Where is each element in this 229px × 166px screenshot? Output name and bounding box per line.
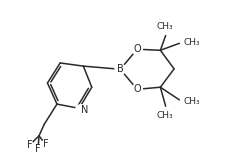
Circle shape xyxy=(26,141,33,149)
Circle shape xyxy=(114,64,125,75)
Text: CH₃: CH₃ xyxy=(155,111,172,120)
Circle shape xyxy=(75,105,86,115)
Text: O: O xyxy=(133,44,140,54)
Text: N: N xyxy=(80,105,88,115)
Text: B: B xyxy=(116,64,123,74)
Text: CH₃: CH₃ xyxy=(183,97,199,107)
Text: CH₃: CH₃ xyxy=(183,38,199,47)
Circle shape xyxy=(131,84,142,95)
Text: F: F xyxy=(35,144,41,155)
Text: O: O xyxy=(133,84,140,94)
Text: F: F xyxy=(42,139,48,149)
Text: F: F xyxy=(27,140,32,150)
Circle shape xyxy=(131,44,142,54)
Text: CH₃: CH₃ xyxy=(155,22,172,31)
Circle shape xyxy=(41,140,49,148)
Circle shape xyxy=(34,146,42,153)
